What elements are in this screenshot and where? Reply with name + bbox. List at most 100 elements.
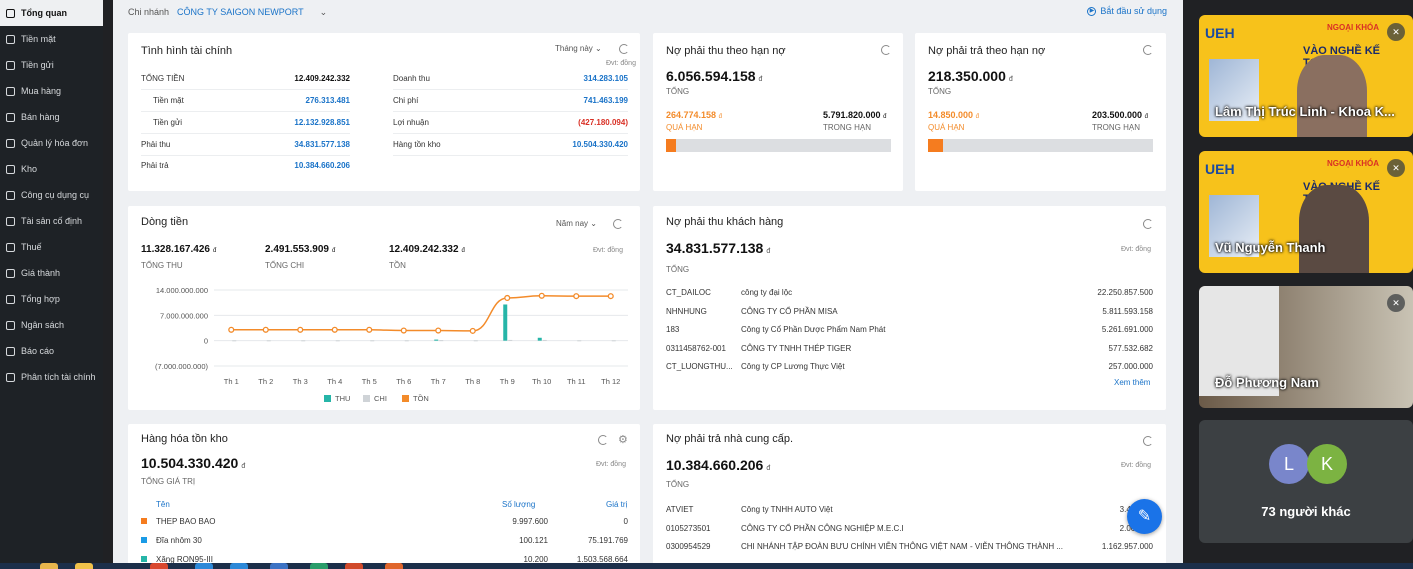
y-tick-label: (7.000.000.000) — [155, 362, 208, 371]
finance-period-select[interactable]: Tháng này ⌄ — [555, 44, 602, 53]
divider — [393, 111, 628, 112]
kpi-amount: 11.328.167.426 — [141, 244, 210, 255]
participant-tile[interactable]: UEH NGOẠI KHÓA VÀO NGHỀ KẾ TOÁN ✕ Vũ Ngu… — [1199, 151, 1413, 273]
slide-top-text: NGOẠI KHÓA — [1327, 159, 1379, 168]
payable-due-title: Nợ phải trả theo hạn nợ — [928, 45, 1046, 57]
inventory-item-qty: 10.200 — [523, 555, 548, 563]
supplier-payable-total: 10.384.660.206 đ — [666, 457, 771, 473]
sidebar-item[interactable]: Ngân sách — [0, 312, 103, 338]
participant-tile[interactable]: ✕ Đỗ Phương Nam — [1199, 286, 1413, 408]
branch-select[interactable]: CÔNG TY SAIGON NEWPORT — [177, 7, 304, 17]
payable-due-total: 218.350.000 đ — [928, 68, 1013, 84]
supplier-payable-unit: Đvt: đồng — [1121, 462, 1151, 469]
refresh-icon[interactable] — [1143, 219, 1153, 229]
receivable-overdue-label: QUÁ HẠN — [666, 123, 703, 132]
sidebar-item[interactable]: Tài sản cố định — [0, 208, 103, 234]
x-tick-label: Th 8 — [465, 377, 480, 386]
cashflow-period-select[interactable]: Năm nay ⌄ — [556, 219, 597, 228]
sidebar-item[interactable]: Tổng quan — [0, 0, 103, 26]
sidebar-item-label: Phân tích tài chính — [21, 372, 96, 382]
menu-icon — [6, 164, 15, 174]
customer-amount: 5.261.691.000 — [1101, 325, 1153, 334]
taskbar-app-icon[interactable] — [310, 563, 328, 569]
cashflow-kpi-value: 2.491.553.909 đ — [265, 244, 335, 255]
menu-icon — [6, 268, 15, 278]
edit-pencil-icon[interactable]: ✎ — [1127, 499, 1162, 534]
taskbar-app-icon[interactable] — [150, 563, 168, 569]
taskbar-app-icon[interactable] — [75, 563, 93, 569]
sidebar-item[interactable]: Mua hàng — [0, 78, 103, 104]
start-using-link[interactable]: ▶ Bắt đầu sử dụng — [1087, 6, 1167, 16]
participant-tile[interactable]: UEH NGOẠI KHÓA VÀO NGHỀ KẾ TOÁN ✕ Lâm Th… — [1199, 15, 1413, 137]
inventory-item-name: Đĩa nhôm 30 — [156, 536, 202, 545]
finance-right-value: 314.283.105 — [583, 74, 629, 83]
sidebar-item[interactable]: Giá thành — [0, 260, 103, 286]
taskbar-app-icon[interactable] — [195, 563, 213, 569]
sidebar-item[interactable]: Quản lý hóa đơn — [0, 130, 103, 156]
customer-amount: 22.250.857.500 — [1097, 288, 1153, 297]
refresh-icon[interactable] — [619, 44, 629, 54]
customer-name: công ty đại lộc — [741, 288, 793, 297]
taskbar-app-icon[interactable] — [270, 563, 288, 569]
sidebar-item[interactable]: Bán hàng — [0, 104, 103, 130]
refresh-icon[interactable] — [881, 45, 891, 55]
point-ton — [400, 327, 407, 334]
participant-video — [1297, 55, 1367, 137]
sidebar-item[interactable]: Thuế — [0, 234, 103, 260]
finance-unit: Đvt: đồng — [606, 60, 636, 67]
taskbar-app-icon[interactable] — [40, 563, 58, 569]
sidebar-item[interactable]: Phân tích tài chính — [0, 364, 103, 390]
sidebar-item[interactable]: Kho — [0, 156, 103, 182]
supplier-code: 0300954529 — [666, 542, 711, 551]
sidebar-item-label: Ngân sách — [21, 320, 65, 330]
other-participants-tile[interactable]: L K 73 người khác — [1199, 420, 1413, 543]
x-tick-label: Th 3 — [293, 377, 308, 386]
refresh-icon[interactable] — [613, 219, 623, 229]
inventory-title: Hàng hóa tồn kho — [141, 433, 228, 445]
sidebar-item[interactable]: Báo cáo — [0, 338, 103, 364]
cashflow-kpi-label: TỔNG CHI — [265, 261, 305, 270]
supplier-code: ATVIET — [666, 505, 694, 514]
sidebar-item[interactable]: Công cụ dụng cụ — [0, 182, 103, 208]
point-ton — [297, 326, 304, 333]
menu-icon — [6, 86, 15, 96]
taskbar — [0, 563, 1413, 569]
supplier-amount: 1.162.957.000 — [1101, 542, 1153, 551]
finance-right-value: 741.463.199 — [583, 96, 629, 105]
kpi-amount: 12.409.242.332 — [389, 244, 459, 255]
play-icon: ▶ — [1087, 6, 1097, 16]
chevron-down-icon: ⌄ — [595, 44, 602, 53]
settings-gear-icon[interactable]: ⚙ — [618, 434, 628, 446]
sidebar-item[interactable]: Tổng hợp — [0, 286, 103, 312]
customer-receivable-total-label: TỔNG — [666, 265, 690, 274]
bar-chi — [577, 340, 582, 342]
point-ton — [331, 326, 338, 333]
legend-swatch — [324, 395, 331, 402]
mic-off-icon: ✕ — [1387, 23, 1405, 41]
cashflow-kpi-value: 12.409.242.332 đ — [389, 244, 465, 255]
customer-code: 183 — [666, 325, 680, 334]
refresh-icon[interactable] — [1143, 45, 1153, 55]
divider — [141, 133, 350, 134]
finance-right-label: Chi phí — [393, 96, 419, 105]
x-tick-label: Th 9 — [500, 377, 515, 386]
chevron-down-icon[interactable]: ⌄ — [319, 6, 328, 17]
payable-within-value: 203.500.000 đ — [1092, 110, 1148, 120]
legend-swatch — [402, 395, 409, 402]
sidebar-item[interactable]: Tiền gửi — [0, 52, 103, 78]
receivable-within-label: TRONG HẠN — [823, 123, 871, 132]
participant-video — [1299, 185, 1369, 273]
legend-label: THU — [335, 394, 350, 403]
kpi-currency: đ — [331, 248, 336, 254]
taskbar-app-icon[interactable] — [345, 563, 363, 569]
taskbar-app-icon[interactable] — [230, 563, 248, 569]
taskbar-app-icon[interactable] — [385, 563, 403, 569]
refresh-icon[interactable] — [598, 435, 608, 445]
refresh-icon[interactable] — [1143, 436, 1153, 446]
see-more-link[interactable]: Xem thêm — [1114, 378, 1151, 387]
presentation-slide: UEH NGOẠI KHÓA VÀO NGHỀ KẾ TOÁN — [1199, 151, 1413, 273]
finance-left-value: 10.384.660.206 — [294, 161, 350, 170]
cashflow-card: Dòng tiền Năm nay ⌄ Đvt: đồng 11.328.167… — [128, 206, 640, 410]
customer-code: CT_LUONGTHU... — [666, 362, 733, 371]
sidebar-item[interactable]: Tiền mặt — [0, 26, 103, 52]
